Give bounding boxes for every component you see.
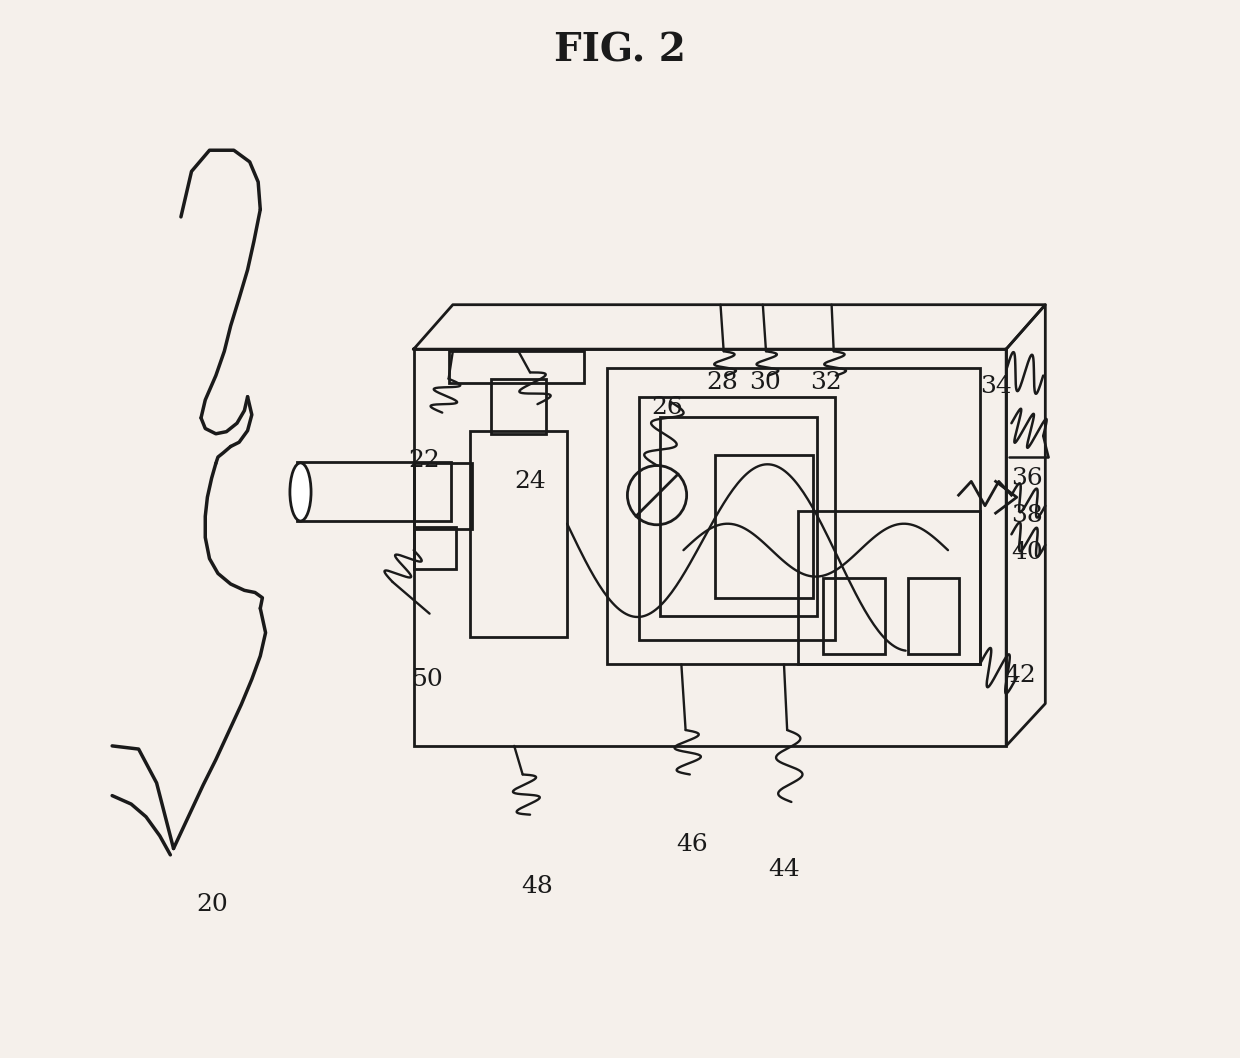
Bar xyxy=(414,463,472,529)
Text: 26: 26 xyxy=(652,396,683,419)
Text: 20: 20 xyxy=(197,893,228,916)
Bar xyxy=(797,511,980,664)
Text: 44: 44 xyxy=(768,858,800,881)
Text: 24: 24 xyxy=(515,470,546,493)
Text: 46: 46 xyxy=(676,833,708,856)
Text: 36: 36 xyxy=(1012,467,1043,490)
Text: 32: 32 xyxy=(811,371,842,395)
Text: 22: 22 xyxy=(408,449,440,472)
Text: 48: 48 xyxy=(522,875,553,898)
Bar xyxy=(639,397,835,640)
Bar xyxy=(470,431,567,637)
Bar xyxy=(298,462,450,521)
Bar xyxy=(449,351,584,383)
Text: 50: 50 xyxy=(412,668,444,691)
Bar xyxy=(823,578,884,654)
Text: FIG. 2: FIG. 2 xyxy=(554,32,686,70)
Bar xyxy=(608,368,980,664)
Text: 30: 30 xyxy=(749,371,781,395)
Bar xyxy=(491,379,546,434)
Text: 28: 28 xyxy=(707,371,739,395)
Bar xyxy=(715,455,812,598)
Text: 42: 42 xyxy=(1004,663,1035,687)
Bar xyxy=(414,349,1006,746)
Ellipse shape xyxy=(290,462,311,521)
Text: 34: 34 xyxy=(980,375,1012,398)
Text: 40: 40 xyxy=(1012,541,1043,564)
Text: 38: 38 xyxy=(1012,504,1043,527)
Bar xyxy=(660,417,817,616)
Bar xyxy=(908,578,959,654)
Bar xyxy=(414,527,456,569)
